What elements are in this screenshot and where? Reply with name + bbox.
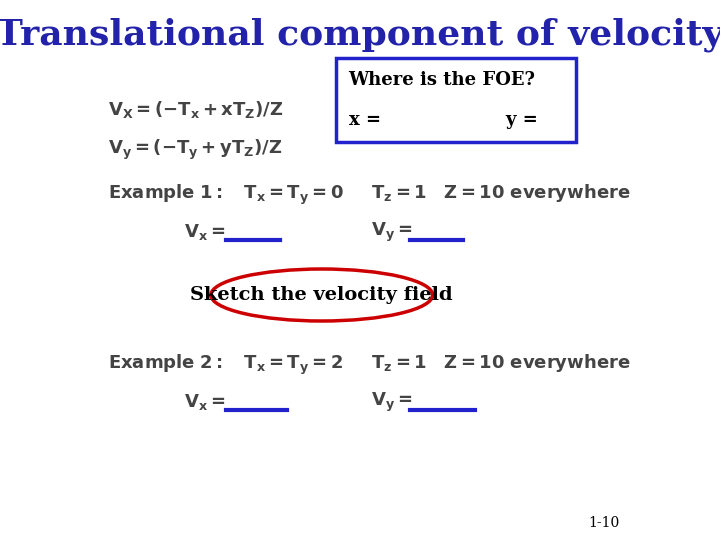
Ellipse shape [211, 269, 433, 321]
Text: Where is the FOE?: Where is the FOE? [348, 71, 536, 89]
Text: $\mathbf{Example\ 2:}$   $\mathbf{T_x = T_y = 2}$     $\mathbf{T_z = 1\ \ \ Z = : $\mathbf{Example\ 2:}$ $\mathbf{T_x = T_… [108, 353, 630, 377]
Text: 1-10: 1-10 [589, 516, 620, 530]
Text: $\mathbf{V_y =}$: $\mathbf{V_y =}$ [372, 220, 413, 244]
Text: $\mathbf{Example\ 1:}$   $\mathbf{T_x = T_y = 0}$     $\mathbf{T_z = 1\ \ \ Z = : $\mathbf{Example\ 1:}$ $\mathbf{T_x = T_… [108, 183, 630, 207]
FancyBboxPatch shape [336, 58, 575, 142]
Text: $\mathbf{V_X = (-T_x + xT_Z)/Z}$: $\mathbf{V_X = (-T_x + xT_Z)/Z}$ [108, 99, 283, 120]
Text: $\mathbf{V_x =}$: $\mathbf{V_x =}$ [184, 392, 225, 412]
Text: x =                    y =: x = y = [348, 111, 537, 129]
Text: Translational component of velocity: Translational component of velocity [0, 18, 720, 52]
Text: Sketch the velocity field: Sketch the velocity field [191, 286, 453, 304]
Text: $\mathbf{V_x =}$: $\mathbf{V_x =}$ [184, 222, 225, 242]
Text: $\mathbf{V_y = (-T_y + yT_Z)/Z}$: $\mathbf{V_y = (-T_y + yT_Z)/Z}$ [108, 138, 282, 162]
Text: $\mathbf{V_y =}$: $\mathbf{V_y =}$ [372, 390, 413, 414]
